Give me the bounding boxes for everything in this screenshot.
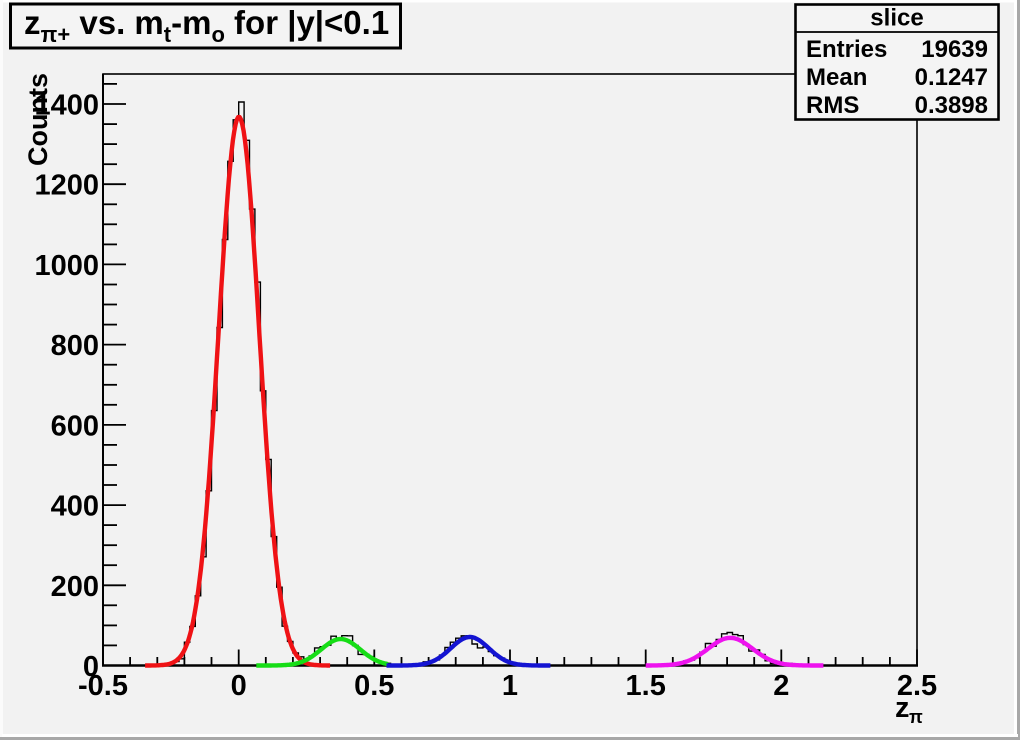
svg-text:1.5: 1.5 <box>626 670 666 702</box>
svg-text:0.3898: 0.3898 <box>915 92 988 119</box>
svg-text:Mean: Mean <box>806 64 867 91</box>
svg-text:Entries: Entries <box>806 36 887 63</box>
svg-text:400: 400 <box>51 491 99 523</box>
svg-text:-0.5: -0.5 <box>78 670 128 702</box>
svg-text:z: z <box>895 692 910 724</box>
svg-text:0: 0 <box>231 670 247 702</box>
svg-text:slice: slice <box>870 5 923 32</box>
svg-text:2.5: 2.5 <box>897 670 937 702</box>
svg-text:2: 2 <box>773 670 789 702</box>
svg-text:zπ+ vs. mt-mo for |y|<0.1: zπ+ vs. mt-mo for |y|<0.1 <box>24 4 389 47</box>
svg-text:Counts: Counts <box>23 73 53 166</box>
svg-text:RMS: RMS <box>806 92 859 119</box>
svg-text:1200: 1200 <box>34 170 99 202</box>
svg-text:0.1247: 0.1247 <box>915 64 988 91</box>
svg-text:0.5: 0.5 <box>354 670 394 702</box>
svg-text:600: 600 <box>51 410 99 442</box>
svg-text:π: π <box>909 707 923 727</box>
svg-text:1: 1 <box>502 670 518 702</box>
svg-text:0: 0 <box>83 651 99 683</box>
svg-text:1400: 1400 <box>34 90 99 122</box>
svg-text:19639: 19639 <box>921 36 988 63</box>
svg-text:800: 800 <box>51 330 99 362</box>
svg-text:200: 200 <box>51 571 99 603</box>
svg-text:1000: 1000 <box>34 250 99 282</box>
